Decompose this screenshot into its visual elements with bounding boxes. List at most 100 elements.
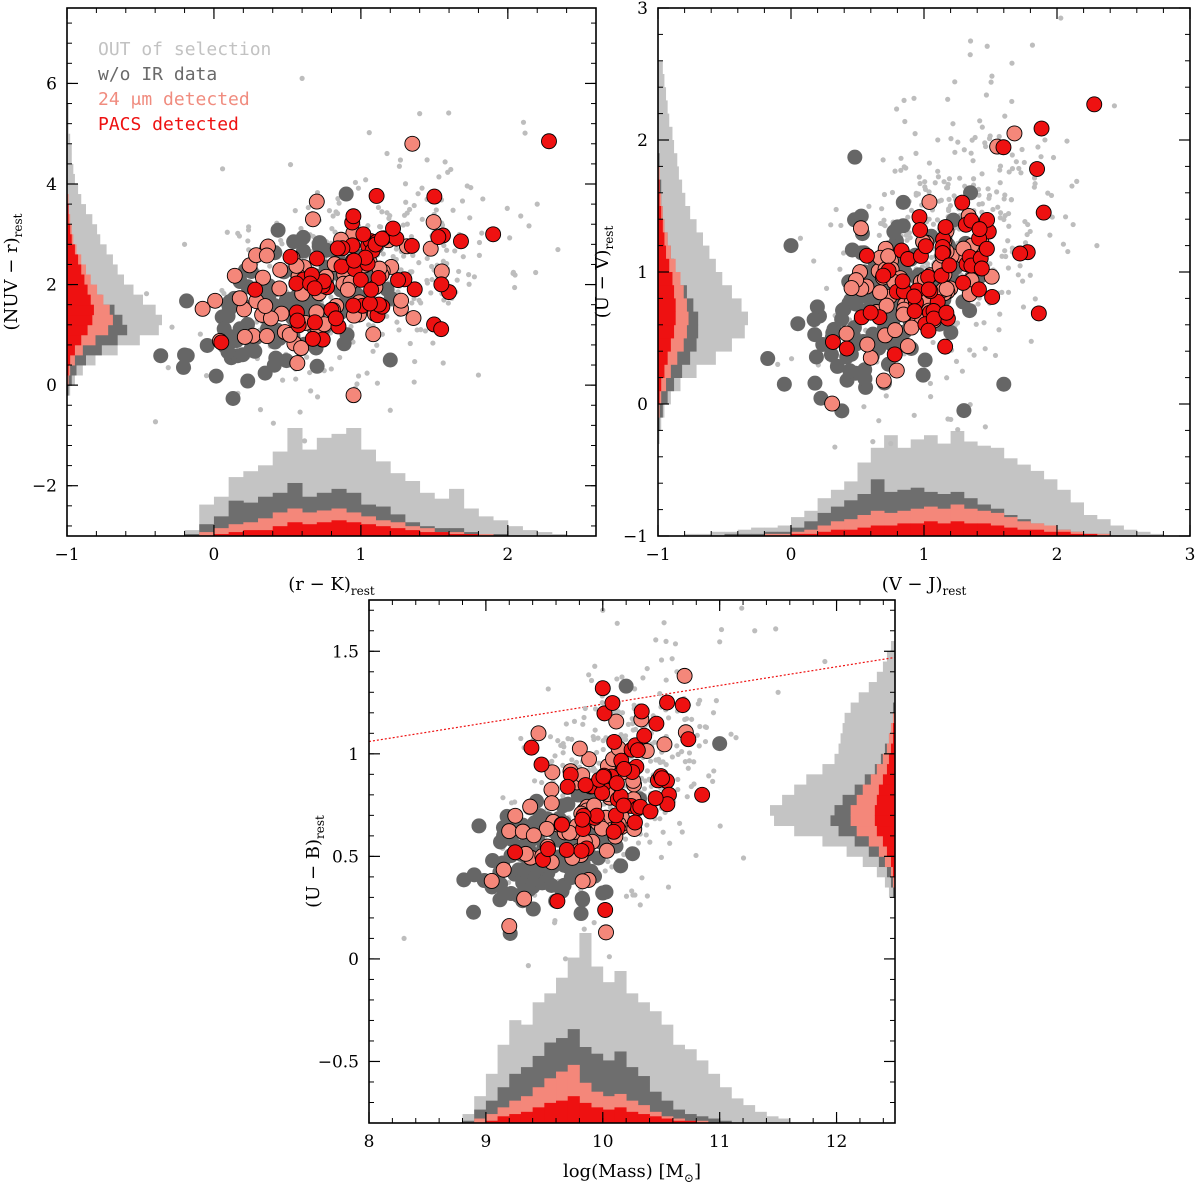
- point-out: [881, 217, 887, 223]
- point-out: [675, 776, 681, 783]
- point-out: [898, 155, 904, 161]
- point-mips: [231, 290, 248, 307]
- point-out: [657, 816, 663, 822]
- hist-x-bar-out: [1150, 533, 1164, 536]
- point-noir: [808, 349, 824, 365]
- point-out: [387, 407, 393, 413]
- hist-y-bar-pacs: [67, 284, 88, 296]
- point-out: [280, 377, 286, 383]
- y-tick-label: −1: [623, 527, 648, 547]
- point-out: [464, 183, 470, 189]
- point-mips: [676, 667, 693, 684]
- hist-x-bar-out: [493, 520, 509, 536]
- point-out: [927, 380, 933, 387]
- hist-x-bar-noir: [684, 1114, 697, 1123]
- point-out: [560, 750, 566, 756]
- point-out: [706, 773, 712, 779]
- point-out: [401, 253, 407, 259]
- point-out: [682, 759, 688, 765]
- x-tick-label: 0: [209, 545, 220, 565]
- hist-x-bar-mips: [199, 532, 215, 536]
- point-out: [928, 394, 934, 400]
- point-out: [442, 159, 448, 165]
- point-noir: [560, 796, 576, 812]
- point-out: [428, 290, 434, 296]
- point-out: [459, 198, 466, 204]
- point-out: [433, 207, 439, 213]
- point-out: [365, 223, 371, 229]
- point-out: [307, 369, 313, 376]
- point-out: [419, 216, 425, 222]
- point-out: [995, 204, 1001, 210]
- hist-x-bar-out: [184, 530, 200, 536]
- hist-x-bar-pacs: [228, 532, 244, 536]
- point-pacs: [636, 727, 653, 744]
- point-out: [400, 222, 406, 228]
- point-out: [682, 716, 688, 723]
- point-out: [985, 186, 991, 192]
- point-out: [642, 778, 648, 784]
- hist-x-bar-pacs: [375, 526, 391, 536]
- point-out: [833, 206, 839, 213]
- hist-x-bar-out: [1057, 489, 1071, 536]
- hist-x-bar-pacs: [963, 523, 978, 536]
- point-pacs: [346, 252, 362, 269]
- point-out: [1027, 272, 1033, 278]
- point-pacs: [900, 251, 916, 267]
- hist-y-bar-noir: [892, 887, 895, 898]
- point-out: [717, 639, 723, 645]
- point-pacs: [917, 238, 934, 255]
- point-out: [314, 394, 321, 400]
- point-out: [647, 839, 653, 845]
- point-pacs: [426, 188, 443, 205]
- point-pacs: [886, 346, 903, 363]
- point-pacs: [694, 786, 711, 803]
- point-pacs: [363, 281, 380, 298]
- hist-x-bar-out: [1017, 464, 1031, 536]
- point-out: [952, 79, 958, 85]
- point-pacs: [247, 281, 264, 298]
- point-out: [165, 365, 171, 371]
- point-out: [989, 73, 995, 79]
- y-tick-label: 0.5: [332, 847, 359, 867]
- point-pacs: [894, 273, 911, 290]
- y-tick-label: −2: [32, 477, 57, 497]
- point-out: [203, 373, 210, 379]
- y-tick-label: 1: [348, 745, 359, 765]
- hist-x-bar-out: [707, 1073, 721, 1123]
- point-out: [667, 840, 673, 846]
- point-out: [411, 379, 417, 385]
- point-out: [619, 710, 626, 716]
- point-out: [592, 706, 599, 712]
- hist-y-bar-mips: [850, 805, 895, 816]
- point-out: [270, 420, 276, 426]
- point-pacs: [345, 208, 362, 225]
- point-out: [788, 356, 795, 362]
- point-out: [971, 352, 977, 358]
- hist-y-bar-pacs: [658, 390, 660, 405]
- point-out: [444, 247, 450, 253]
- x-tick-label: 2: [1052, 545, 1063, 565]
- point-out: [881, 191, 888, 198]
- point-mips: [522, 798, 539, 815]
- hist-y-bar-pacs: [874, 805, 895, 816]
- point-out: [520, 119, 527, 125]
- point-out: [1029, 42, 1036, 48]
- point-out: [1008, 197, 1014, 203]
- hist-x-bar-mips: [213, 528, 230, 536]
- point-out: [773, 626, 779, 632]
- hist-x-bar-out: [551, 534, 568, 536]
- point-out: [1001, 196, 1007, 202]
- point-mips: [921, 194, 938, 210]
- point-out: [374, 380, 381, 386]
- hist-y-bar-mips: [892, 876, 895, 888]
- point-out: [643, 832, 649, 838]
- point-out: [224, 229, 230, 235]
- point-pacs: [984, 289, 1001, 305]
- hist-y-bar-pacs: [886, 764, 895, 775]
- hist-x-bar-noir: [719, 1120, 732, 1123]
- point-noir: [496, 886, 512, 902]
- point-out: [975, 301, 981, 307]
- point-out: [669, 754, 675, 760]
- point-mips: [1006, 125, 1023, 142]
